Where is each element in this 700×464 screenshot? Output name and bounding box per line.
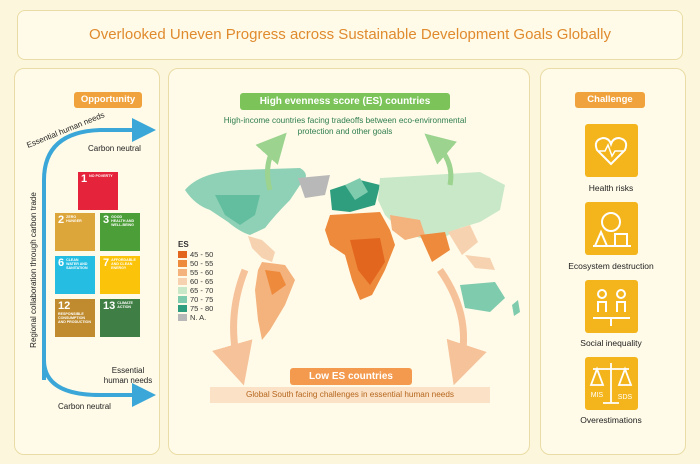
overestimation-icon: MIS SDS — [585, 357, 638, 410]
legend-item: N. A. — [178, 313, 213, 322]
sdg-tile: 1 NO POVERTY — [78, 172, 118, 210]
sdg-tile: 12 RESPONSIBLE CONSUMPTION AND PRODUCTION — [55, 299, 95, 337]
health-icon — [585, 124, 638, 177]
top-arrow — [42, 118, 156, 380]
world-map — [185, 168, 520, 340]
low-es-subtitle: Global South facing challenges in essent… — [210, 387, 490, 403]
bottom-arrow-label: Essential human needs — [103, 366, 153, 385]
sdg-name: CLIMATE ACTION — [117, 301, 133, 309]
legend-item: 45 - 50 — [178, 250, 213, 259]
challenge-label: Overestimations — [580, 415, 642, 425]
legend-item: 70 - 75 — [178, 295, 213, 304]
sdg-number: 12 — [58, 300, 71, 312]
legend-label: 65 - 70 — [190, 286, 214, 295]
legend-label: 75 - 80 — [190, 304, 214, 313]
legend-label: 60 - 65 — [190, 277, 214, 286]
high-arrow-right — [424, 133, 457, 186]
sdg-tile: 2 ZERO HUNGER — [55, 213, 95, 251]
bottom-end-label: Carbon neutral — [58, 402, 111, 411]
sdg-name: RESPONSIBLE CONSUMPTION AND PRODUCTION — [58, 312, 91, 324]
legend-label: 55 - 60 — [190, 268, 214, 277]
scale-label: MIS — [591, 392, 604, 399]
title: Overlooked Uneven Progress across Sustai… — [89, 26, 611, 43]
challenge-pill: Challenge — [575, 92, 645, 108]
inequality-icon — [585, 280, 638, 333]
low-arrow-right — [437, 267, 487, 386]
sdg-tile: 6 CLEAN WATER AND SANITATION — [55, 256, 95, 294]
sdg-name: GOOD HEALTH AND WELL-BEING — [111, 215, 135, 227]
legend-item: 50 - 55 — [178, 259, 213, 268]
sdg-tile: 7 AFFORDABLE AND CLEAN ENERGY — [100, 256, 140, 294]
legend-label: N. A. — [190, 313, 207, 322]
title-box — [17, 10, 683, 60]
opportunity-pill: Opportunity — [74, 92, 142, 108]
legend-item: 75 - 80 — [178, 304, 213, 313]
legend-item: 65 - 70 — [178, 286, 213, 295]
sdg-name: NO POVERTY — [89, 174, 113, 178]
legend-label: 45 - 50 — [190, 250, 214, 259]
legend: ES 45 - 50 50 - 55 55 - 60 60 - 65 65 - … — [178, 240, 213, 322]
legend-title: ES — [178, 240, 189, 249]
sdg-tile: 3 GOOD HEALTH AND WELL-BEING — [100, 213, 140, 251]
high-es-banner: High evenness score (ES) countries — [240, 93, 450, 110]
challenge-label: Health risks — [588, 183, 634, 193]
legend-label: 50 - 55 — [190, 259, 214, 268]
challenge-label: Social inequality — [580, 338, 642, 348]
legend-item: 55 - 60 — [178, 268, 213, 277]
scale-label: SDS — [618, 394, 633, 401]
sdg-name: AFFORDABLE AND CLEAN ENERGY — [111, 258, 136, 270]
legend-item: 60 - 65 — [178, 277, 213, 286]
top-end-label: Carbon neutral — [88, 144, 141, 153]
sdg-number: 7 — [103, 257, 110, 269]
low-arrow-left — [212, 268, 253, 386]
sdg-name: CLEAN WATER AND SANITATION — [66, 258, 88, 270]
sdg-name: ZERO HUNGER — [66, 215, 82, 223]
legend-label: 70 - 75 — [190, 295, 214, 304]
high-es-subtitle: High-income countries facing tradeoffs b… — [223, 116, 467, 136]
ecosystem-icon — [585, 202, 638, 255]
challenge-label: Ecosystem destruction — [568, 261, 654, 271]
low-es-banner: Low ES countries — [290, 368, 412, 385]
high-arrow-left — [255, 132, 287, 191]
sdg-number: 3 — [103, 214, 110, 226]
sdg-number: 1 — [81, 173, 88, 185]
sdg-tile: 13 CLIMATE ACTION — [100, 299, 140, 337]
sdg-number: 2 — [58, 214, 65, 226]
sdg-number: 13 — [103, 300, 116, 312]
bottom-arrow — [42, 200, 156, 407]
side-label: Regional collaboration through carbon tr… — [29, 192, 38, 348]
sdg-number: 6 — [58, 257, 65, 269]
